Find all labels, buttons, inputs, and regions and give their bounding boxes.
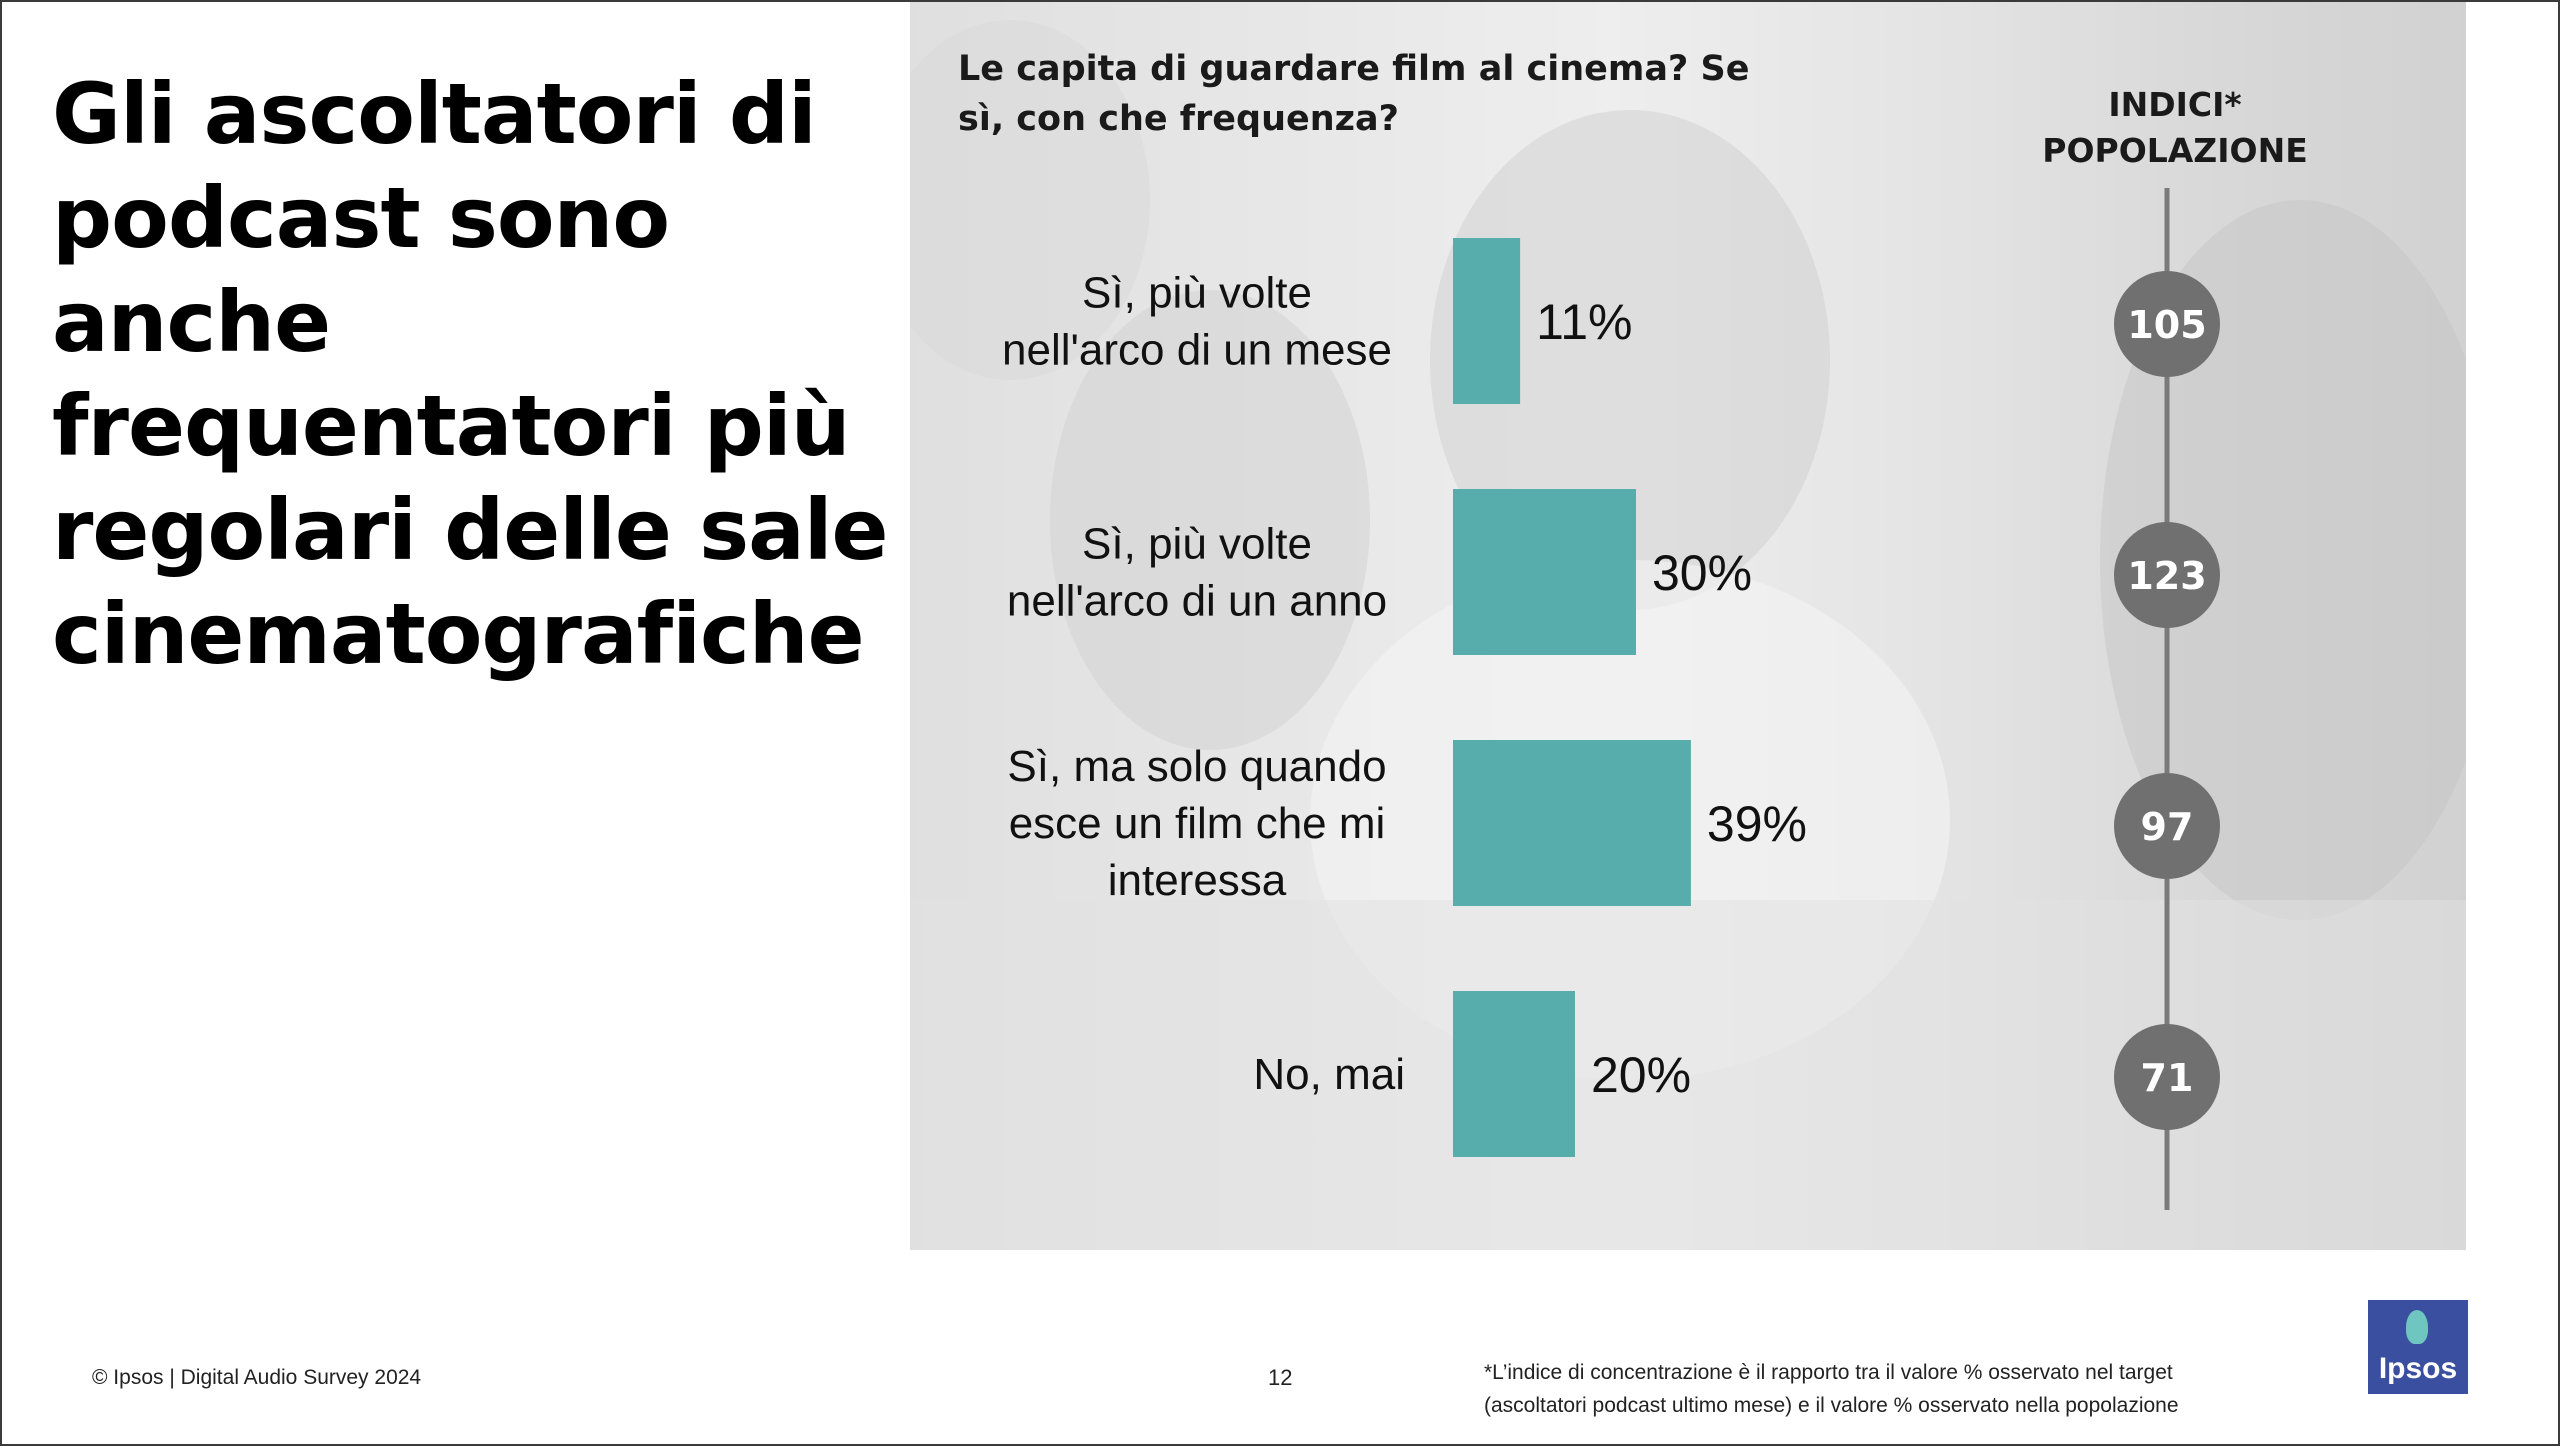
category-label-2-1: esce un film che mi (1009, 799, 1386, 848)
ipsos-logo: Ipsos (2368, 1300, 2468, 1394)
slide-headline: Gli ascoltatori di podcast sono anche fr… (52, 65, 889, 683)
index-value-1: 123 (2127, 554, 2206, 598)
index-circle-1 (2114, 522, 2220, 628)
chart-question: Le capita di guardare film al cinema? Se… (958, 49, 1750, 139)
category-label-1-1: nell'arco di un anno (1007, 577, 1387, 626)
logo-head-icon (2406, 1310, 2428, 1344)
footnote-line-2: (ascoltatori podcast ultimo mese) e il v… (1484, 1394, 2179, 1417)
value-label-2: 39% (1707, 796, 1807, 852)
page-number: 12 (1268, 1365, 1293, 1390)
logo-text: Ipsos (2378, 1352, 2458, 1385)
index-value-3: 71 (2141, 1056, 2194, 1100)
category-label-2-0: Sì, ma solo quando (1007, 742, 1386, 791)
value-label-1: 30% (1652, 545, 1752, 601)
category-label-0-0: Sì, più volte (1082, 269, 1312, 318)
index-value-0: 105 (2127, 303, 2206, 347)
bar-3 (1453, 991, 1575, 1157)
index-circle-0 (2114, 271, 2220, 377)
index-circle-3 (2114, 1024, 2220, 1130)
background-photo (910, 0, 2466, 1250)
bar-1 (1453, 489, 1636, 655)
index-circle-2 (2114, 773, 2220, 879)
category-label-0-1: nell'arco di un mese (1002, 326, 1392, 375)
category-label-1-0: Sì, più volte (1082, 520, 1312, 569)
photo-veil (910, 0, 2466, 1250)
footnote-line-1: *L’indice di concentrazione è il rapport… (1484, 1361, 2173, 1384)
index-header: INDICI* POPOLAZIONE (2042, 85, 2308, 170)
value-label-3: 20% (1591, 1047, 1691, 1103)
bar-2 (1453, 740, 1691, 906)
bar-0 (1453, 238, 1521, 404)
index-value-2: 97 (2141, 805, 2194, 849)
value-label-0: 11% (1536, 294, 1632, 350)
category-label-3-0: No, mai (1253, 1050, 1405, 1099)
copyright-text: © Ipsos | Digital Audio Survey 2024 (92, 1366, 422, 1389)
footnote: *L’indice di concentrazione è il rapport… (1484, 1356, 2384, 1422)
category-label-2-2: interessa (1108, 856, 1287, 905)
